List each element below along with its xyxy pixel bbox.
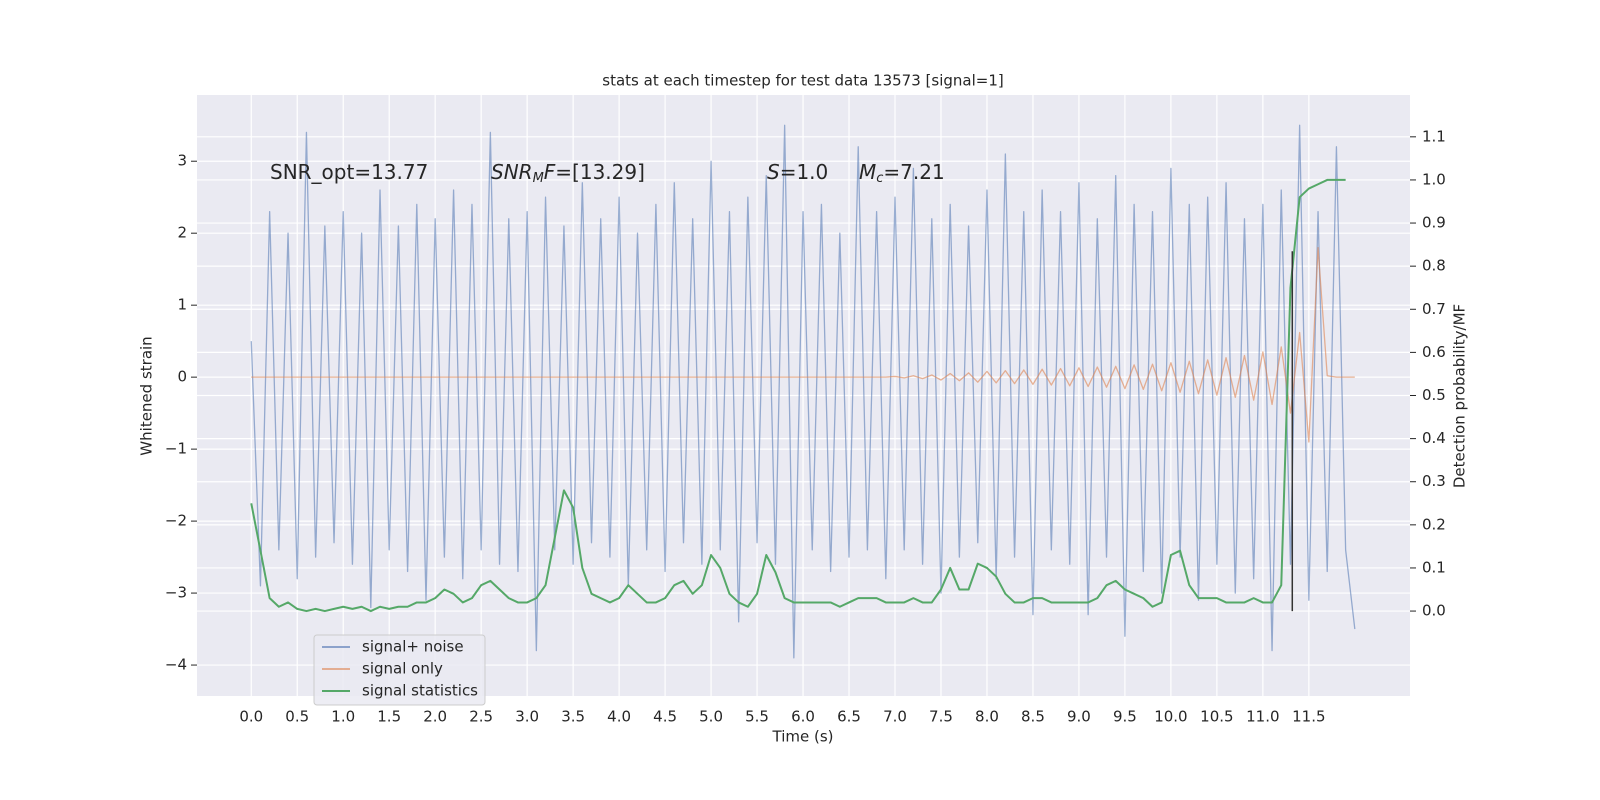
- y-tick-label: −2: [165, 512, 187, 530]
- x-tick-label: 11.5: [1292, 708, 1325, 726]
- y-tick-label: −3: [165, 584, 187, 602]
- annotation: S=1.0: [767, 160, 828, 184]
- y-tick-label: 3: [177, 152, 187, 170]
- y2-tick-label: 0.8: [1422, 257, 1446, 275]
- x-tick-label: 2.0: [423, 708, 447, 726]
- y-tick-label: 2: [177, 224, 187, 242]
- annotation: SNRMF=[13.29]: [491, 160, 645, 186]
- x-tick-label: 9.5: [1113, 708, 1137, 726]
- y2-tick-label: 0.3: [1422, 472, 1446, 490]
- x-tick-label: 0.5: [285, 708, 309, 726]
- y-tick-label: −4: [165, 656, 187, 674]
- y2-tick-label: 1.1: [1422, 127, 1446, 145]
- y2-tick-label: 0.5: [1422, 386, 1446, 404]
- x-tick-label: 5.5: [745, 708, 769, 726]
- x-tick-label: 7.0: [883, 708, 907, 726]
- annotation-part: =[13.29]: [555, 160, 645, 184]
- x-tick-label: 10.0: [1154, 708, 1187, 726]
- series-line: [251, 246, 1355, 443]
- y2-tick-label: 1.0: [1422, 170, 1446, 188]
- y-axis-label: Whitened strain: [138, 336, 156, 455]
- y-tick-label: 0: [177, 368, 187, 386]
- y-tick-label: 1: [177, 296, 187, 314]
- legend-label: signal statistics: [362, 682, 478, 700]
- x-tick-label: 4.0: [607, 708, 631, 726]
- y2-tick-label: 0.7: [1422, 300, 1446, 318]
- annotation-part: S: [767, 160, 780, 184]
- x-tick-label: 7.5: [929, 708, 953, 726]
- x-axis-label: Time (s): [772, 728, 834, 746]
- x-tick-label: 6.5: [837, 708, 861, 726]
- y2-tick-label: 0.0: [1422, 602, 1446, 620]
- series-line: [250, 124, 1356, 659]
- legend-label: signal only: [362, 660, 443, 678]
- annotation-part: =7.21: [883, 160, 944, 184]
- annotation: SNR_opt=13.77: [270, 160, 428, 184]
- y2-tick-label: 0.6: [1422, 343, 1446, 361]
- legend-label: signal+ noise: [362, 638, 464, 656]
- annotation-part: F: [544, 160, 556, 184]
- x-tick-label: 3.0: [515, 708, 539, 726]
- y2-tick-label: 0.4: [1422, 429, 1446, 447]
- annotation-part: =1.0: [780, 160, 829, 184]
- chart-title: stats at each timestep for test data 135…: [602, 72, 1003, 90]
- annotation-part: M: [533, 171, 544, 186]
- x-tick-label: 10.5: [1200, 708, 1233, 726]
- series-line: [250, 178, 1346, 613]
- legend-box: [313, 634, 486, 706]
- y2-tick-label: 0.9: [1422, 214, 1446, 232]
- annotation-part: M: [859, 160, 876, 184]
- x-tick-label: 1.5: [377, 708, 401, 726]
- y2-tick-label: 0.1: [1422, 558, 1446, 576]
- x-tick-label: 1.0: [331, 708, 355, 726]
- x-tick-label: 8.5: [1021, 708, 1045, 726]
- annotation: Mc=7.21: [859, 160, 945, 186]
- x-tick-label: 4.5: [653, 708, 677, 726]
- x-tick-label: 5.0: [699, 708, 723, 726]
- x-tick-label: 11.0: [1246, 708, 1279, 726]
- y2-tick-label: 0.2: [1422, 515, 1446, 533]
- x-tick-label: 3.5: [561, 708, 585, 726]
- x-tick-label: 2.5: [469, 708, 493, 726]
- annotation-part: c: [876, 171, 883, 186]
- y-tick-label: −1: [165, 440, 187, 458]
- annotation-part: SNR_opt=13.77: [270, 160, 428, 184]
- x-tick-label: 0.0: [239, 708, 263, 726]
- y2-axis-label: Detection probability/MF: [1451, 304, 1469, 488]
- annotation-part: SNR: [491, 160, 533, 184]
- x-tick-label: 8.0: [975, 708, 999, 726]
- x-tick-label: 6.0: [791, 708, 815, 726]
- x-tick-label: 9.0: [1067, 708, 1091, 726]
